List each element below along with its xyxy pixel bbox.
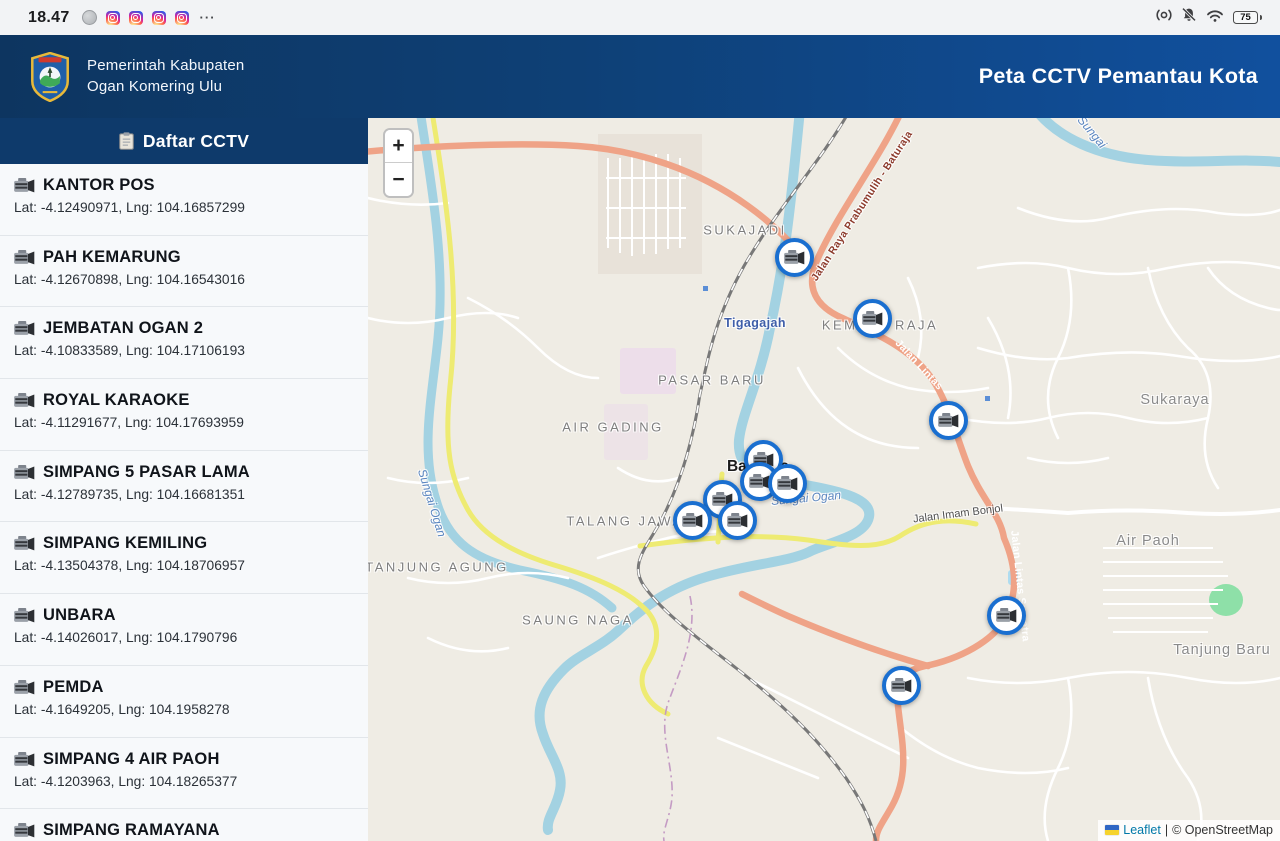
cctv-coords: Lat: -4.13504378, Lng: 104.18706957	[14, 558, 245, 574]
openstreetmap-tiles	[368, 118, 1280, 841]
instagram-app-icon	[151, 10, 166, 25]
cctv-camera-icon	[14, 608, 35, 623]
cctv-sidebar: Daftar CCTV KANTOR POS Lat: -4.12490971, …	[0, 118, 368, 841]
grey-app-icon	[81, 10, 97, 25]
page-title: Peta CCTV Pemantau Kota	[978, 64, 1258, 88]
ukraine-flag-icon	[1105, 825, 1120, 835]
cctv-camera-icon	[14, 321, 35, 336]
cctv-name: SIMPANG 4 AIR PAOH	[43, 749, 220, 768]
cctv-list-item[interactable]: PEMDA Lat: -4.1649205, Lng: 104.1958278	[0, 665, 368, 738]
instagram-app-icon	[174, 10, 189, 25]
cctv-name: SIMPANG RAMAYANA	[43, 821, 220, 840]
cctv-coords: Lat: -4.12670898, Lng: 104.16543016	[14, 271, 245, 287]
cctv-list: KANTOR POS Lat: -4.12490971, Lng: 104.168…	[0, 164, 368, 841]
zoom-out-button[interactable]: −	[385, 163, 412, 196]
zoom-in-button[interactable]: +	[385, 130, 412, 163]
leaflet-link[interactable]: Leaflet	[1123, 823, 1161, 837]
cctv-marker[interactable]	[928, 400, 968, 440]
clipboard-icon	[119, 132, 134, 150]
cctv-list-item[interactable]: UNBARA Lat: -4.14026017, Lng: 104.1790796	[0, 594, 368, 666]
cctv-camera-icon	[14, 751, 35, 766]
cctv-camera-icon	[14, 178, 35, 193]
notifications-off-icon	[1181, 7, 1197, 28]
cctv-name: JEMBATAN OGAN 2	[43, 319, 204, 338]
cctv-camera-icon	[726, 512, 747, 527]
cctv-list-item[interactable]: ROYAL KARAOKE Lat: -4.11291677, Lng: 104.…	[0, 379, 368, 451]
cctv-camera-icon	[748, 473, 769, 488]
instagram-app-icon	[128, 10, 143, 25]
battery-percent: 75	[1233, 11, 1258, 24]
instagram-app-icon	[105, 10, 120, 25]
cctv-name: ROYAL KARAOKE	[43, 391, 190, 410]
oku-government-logo-icon	[31, 51, 69, 102]
map-attribution: Leaflet | © OpenStreetMap	[1098, 820, 1280, 841]
cctv-camera-icon	[14, 679, 35, 695]
battery-indicator: 75	[1233, 11, 1262, 24]
cctv-list-item[interactable]: SIMPANG KEMILING Lat: -4.13504378, Lng: 1…	[0, 522, 368, 595]
map-zoom-control: + −	[383, 128, 414, 198]
clock-time: 18.47	[28, 8, 70, 26]
cctv-camera-icon	[861, 310, 882, 325]
cctv-camera-icon	[14, 536, 35, 551]
cctv-list-item[interactable]: JEMBATAN OGAN 2 Lat: -4.10833589, Lng: 10…	[0, 307, 368, 380]
cctv-camera-icon	[681, 512, 702, 527]
wifi-icon	[1206, 8, 1224, 28]
status-bar: 18.47 ··· 75	[0, 0, 1280, 35]
org-name: Pemerintah Kabupaten Ogan Komering Ulu	[87, 56, 244, 97]
cctv-coords: Lat: -4.12490971, Lng: 104.16857299	[14, 200, 245, 215]
cctv-marker[interactable]	[852, 298, 892, 338]
cctv-coords: Lat: -4.1203963, Lng: 104.18265377	[14, 773, 238, 789]
cctv-marker[interactable]	[739, 461, 779, 501]
cctv-coords: Lat: -4.1649205, Lng: 104.1958278	[14, 701, 230, 717]
cctv-marker[interactable]	[717, 500, 757, 540]
cctv-marker[interactable]	[986, 595, 1026, 635]
cctv-marker[interactable]	[767, 463, 807, 503]
cctv-camera-icon	[776, 475, 797, 490]
cctv-list-item[interactable]: KANTOR POS Lat: -4.12490971, Lng: 104.168…	[0, 164, 368, 236]
cctv-coords: Lat: -4.14026017, Lng: 104.1790796	[14, 630, 238, 646]
cctv-list-item[interactable]: SIMPANG 4 AIR PAOH Lat: -4.1203963, Lng: …	[0, 737, 368, 810]
cctv-name: KANTOR POS	[43, 176, 155, 194]
hotspot-icon	[1156, 7, 1172, 28]
cctv-camera-icon	[995, 607, 1016, 622]
map-canvas[interactable]: + − Leaflet | © OpenStreetMap SUKAJADIKE…	[368, 118, 1280, 841]
cctv-name: PAH KEMARUNG	[43, 247, 181, 266]
cctv-list-item[interactable]: SIMPANG 5 PASAR LAMA Lat: -4.12789735, Ln…	[0, 450, 368, 523]
more-apps-icon: ···	[199, 10, 216, 25]
cctv-name: UNBARA	[43, 606, 116, 625]
cctv-coords: Lat: -4.11291677, Lng: 104.17693959	[14, 415, 244, 431]
cctv-list-item[interactable]: PAH KEMARUNG Lat: -4.12670898, Lng: 104.1…	[0, 235, 368, 308]
cctv-camera-icon	[937, 412, 958, 427]
sidebar-header: Daftar CCTV	[0, 118, 368, 164]
cctv-coords: Lat: -4.12789735, Lng: 104.16681351	[14, 486, 245, 502]
cctv-name: SIMPANG KEMILING	[43, 534, 208, 553]
cctv-camera-icon	[14, 249, 35, 265]
cctv-list-item[interactable]: SIMPANG RAMAYANA	[0, 809, 368, 841]
sidebar-title: Daftar CCTV	[142, 130, 250, 151]
org-line1: Pemerintah Kabupaten	[87, 57, 245, 75]
cctv-camera-icon	[890, 677, 911, 692]
cctv-camera-icon	[783, 249, 804, 264]
cctv-name: PEMDA	[43, 677, 104, 696]
attribution-separator: |	[1164, 823, 1169, 837]
cctv-name: SIMPANG 5 PASAR LAMA	[43, 462, 250, 481]
cctv-camera-icon	[14, 464, 35, 480]
cctv-marker[interactable]	[881, 665, 921, 705]
org-line2: Ogan Komering Ulu	[87, 77, 223, 95]
osm-attribution[interactable]: © OpenStreetMap	[1172, 823, 1273, 837]
cctv-camera-icon	[14, 823, 35, 838]
cctv-camera-icon	[14, 393, 35, 408]
cctv-coords: Lat: -4.10833589, Lng: 104.17106193	[14, 343, 245, 359]
cctv-marker[interactable]	[774, 237, 814, 277]
cctv-marker[interactable]	[672, 500, 712, 540]
app-header: Pemerintah Kabupaten Ogan Komering Ulu P…	[0, 35, 1280, 118]
